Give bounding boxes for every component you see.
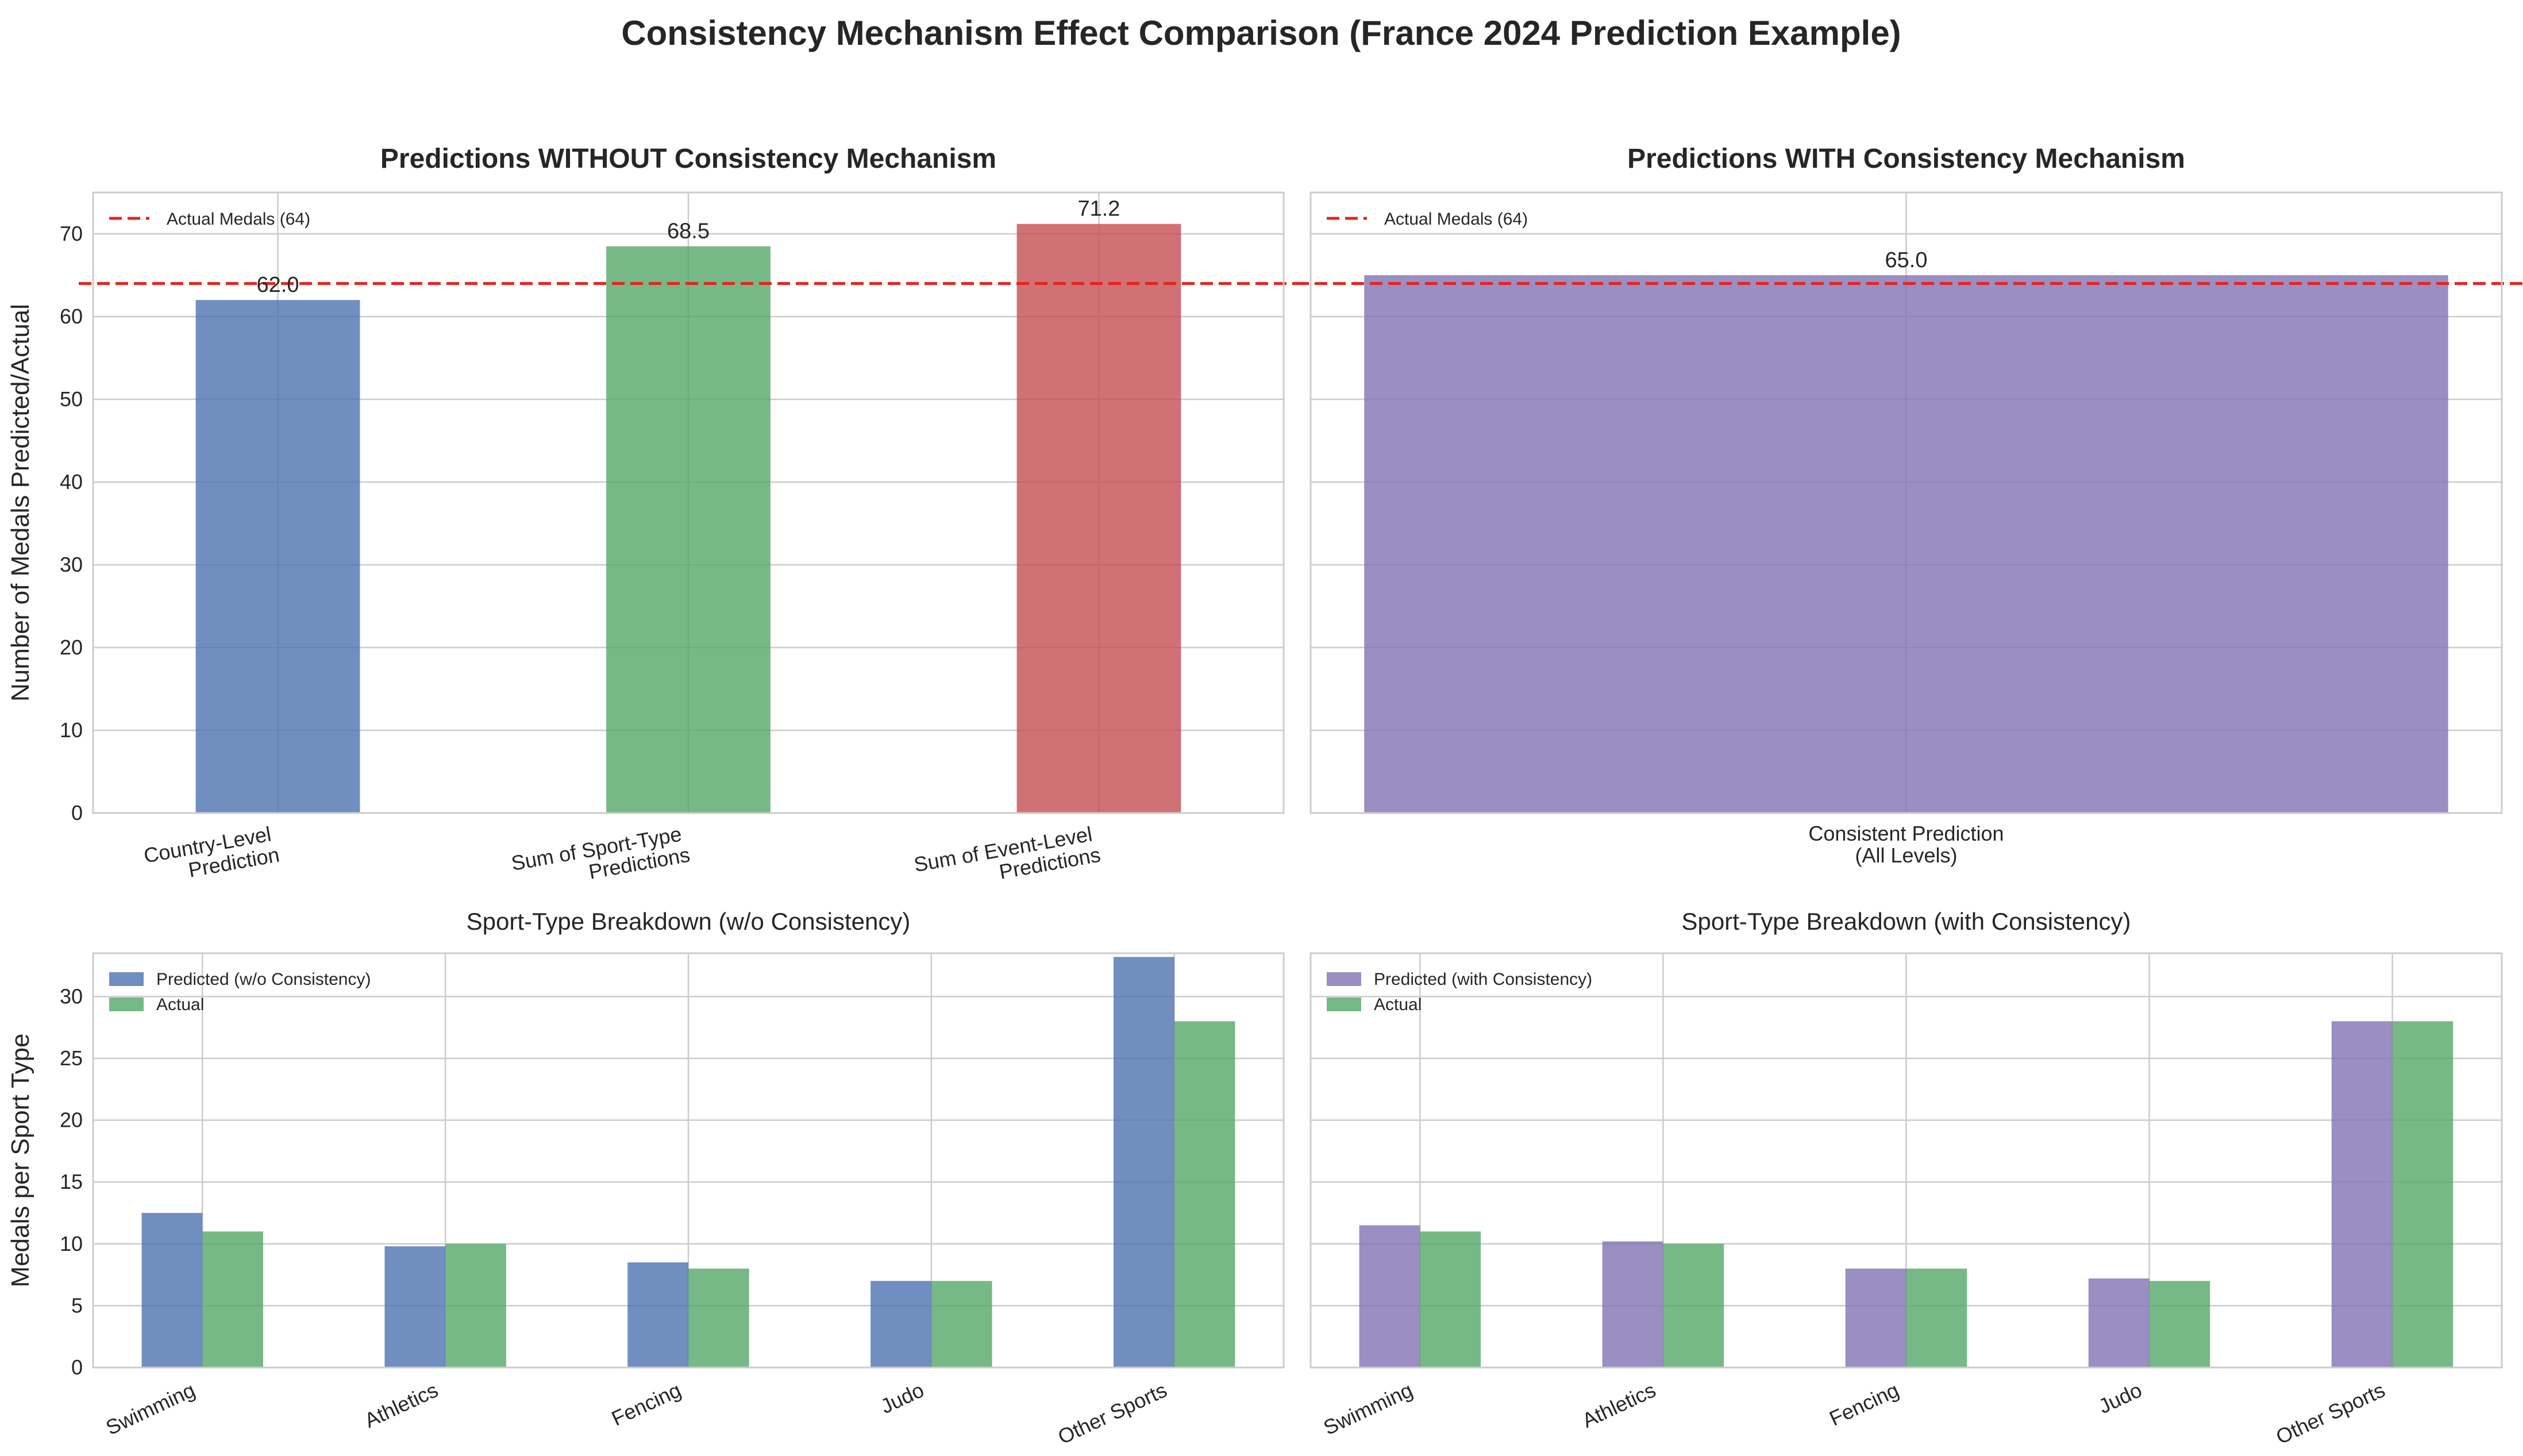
chart-title: Predictions WITHOUT Consistency Mechanis… xyxy=(380,144,996,174)
legend-label: Predicted (with Consistency) xyxy=(1374,970,1592,989)
bar-1 xyxy=(606,246,771,814)
y-tick-label: 40 xyxy=(60,470,83,494)
legend-swatch xyxy=(109,972,144,986)
bar-green-4 xyxy=(1174,1021,1235,1368)
legend-label: Actual xyxy=(156,995,204,1014)
x-tick-label: Fencing xyxy=(1825,1378,1902,1430)
y-tick-label: 20 xyxy=(60,1108,83,1132)
y-tick-label: 70 xyxy=(60,222,83,245)
bar-blue-1 xyxy=(384,1246,446,1368)
chart-bottom-left: 0 5 10 15 20 25 30 Medals per Sport Type Swimmin… xyxy=(6,908,1285,1449)
chart-top-left: 62.0 68.5 71.2 0 10 20 30 40 50 60 70 Number of Med… xyxy=(6,144,1307,884)
legend-swatch xyxy=(1327,972,1361,986)
chart-title: Sport-Type Breakdown (with Consistency) xyxy=(1682,908,2131,935)
value-label: 68.5 xyxy=(667,219,710,244)
bar-blue-4 xyxy=(1114,957,1174,1368)
x-tick-label: Athletics xyxy=(1578,1378,1659,1432)
bar-green-4 xyxy=(2392,1021,2453,1368)
x-tick-label: (All Levels) xyxy=(1855,843,1957,867)
legend-label: Actual Medals (64) xyxy=(167,210,310,229)
bar-blue-2 xyxy=(627,1262,688,1368)
bar-green-2 xyxy=(688,1268,749,1368)
x-tick-label: Other Sports xyxy=(2272,1378,2389,1449)
y-tick-label: 25 xyxy=(60,1046,83,1070)
x-tick-label: Other Sports xyxy=(1054,1378,1170,1449)
axes-frame xyxy=(92,191,1285,814)
x-tick-label: Swimming xyxy=(102,1378,199,1439)
axes-frame xyxy=(1309,191,2503,814)
bar-purple-3 xyxy=(2088,1278,2150,1368)
bar-purple-1 xyxy=(1602,1241,1663,1368)
y-axis-label: Number of Medals Predicted/Actual xyxy=(6,304,34,702)
value-label: 65.0 xyxy=(1885,248,1928,272)
bar-blue-3 xyxy=(870,1281,931,1368)
chart-bottom-right: Swimming Athletics Fencing Judo Other Sports… xyxy=(1309,908,2503,1449)
bar-green-3 xyxy=(931,1281,992,1368)
chart-top-right: 65.0 Consistent Prediction(All Levels) Pre… xyxy=(1296,144,2523,867)
legend-label: Actual xyxy=(1374,995,1422,1014)
x-tick-label: Fencing xyxy=(608,1378,684,1430)
y-tick-label: 30 xyxy=(60,984,83,1008)
bar-green-0 xyxy=(202,1231,263,1368)
bar-2 xyxy=(1016,224,1181,814)
bar-green-3 xyxy=(2149,1281,2210,1368)
y-tick-label: 30 xyxy=(60,553,83,576)
y-tick-label: 50 xyxy=(60,387,83,411)
x-tick-label: Judo xyxy=(2095,1378,2145,1418)
bar-green-1 xyxy=(1663,1243,1724,1368)
bar-green-0 xyxy=(1420,1231,1481,1368)
bar-0 xyxy=(195,300,360,813)
chart-title: Predictions WITH Consistency Mechanism xyxy=(1627,144,2185,174)
figure-title: Consistency Mechanism Effect Comparison … xyxy=(621,14,1901,52)
y-tick-label: 0 xyxy=(71,801,83,825)
bar-purple-4 xyxy=(2331,1021,2393,1368)
bar-0 xyxy=(1364,275,2448,813)
chart-title: Sport-Type Breakdown (w/o Consistency) xyxy=(467,908,911,935)
y-tick-label: 15 xyxy=(60,1170,83,1193)
axes-frame xyxy=(92,952,1285,1369)
y-tick-label: 60 xyxy=(60,305,83,328)
legend-label: Predicted (w/o Consistency) xyxy=(156,970,371,989)
bar-purple-2 xyxy=(1845,1268,1906,1368)
legend-label: Actual Medals (64) xyxy=(1384,210,1528,229)
value-label: 62.0 xyxy=(257,273,299,297)
y-tick-label: 20 xyxy=(60,635,83,659)
bar-green-1 xyxy=(445,1243,506,1368)
legend-swatch xyxy=(1327,997,1361,1011)
axes-frame xyxy=(1309,952,2503,1369)
bar-purple-0 xyxy=(1359,1225,1420,1368)
legend-swatch xyxy=(109,997,144,1011)
y-tick-label: 10 xyxy=(60,718,83,742)
y-tick-label: 0 xyxy=(71,1355,83,1379)
x-tick-label: Swimming xyxy=(1320,1378,1416,1439)
y-axis-label: Medals per Sport Type xyxy=(6,1034,34,1288)
x-tick-label: Consistent Prediction xyxy=(1808,822,2004,845)
bar-green-2 xyxy=(1906,1268,1967,1368)
y-tick-label: 5 xyxy=(71,1293,83,1317)
bar-blue-0 xyxy=(141,1212,203,1368)
y-tick-label: 10 xyxy=(60,1232,83,1255)
x-tick-label: Athletics xyxy=(361,1378,442,1432)
value-label: 71.2 xyxy=(1077,197,1120,221)
x-tick-label: Judo xyxy=(877,1378,927,1418)
